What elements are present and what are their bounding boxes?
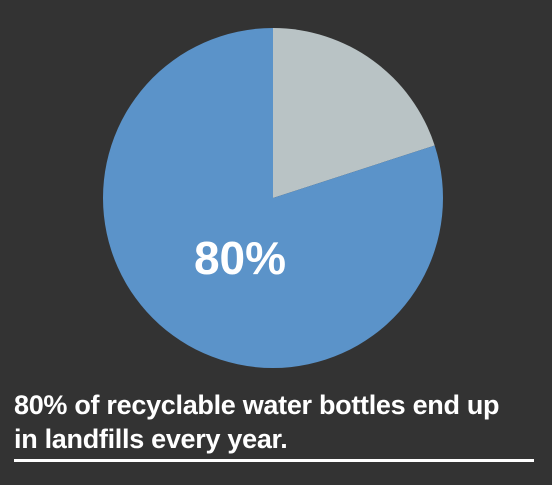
pie-slices [102,28,443,369]
caption-line-1: 80% of recyclable water bottles end up [14,390,500,420]
slice-label-recycled-landfill: 80% [194,232,286,284]
caption-underline [14,459,534,462]
pie-slice-remaining [273,28,435,198]
caption: 80% of recyclable water bottles end up i… [14,388,534,456]
pie-slice-landfill [102,28,443,369]
caption-line-2: in landfills every year. [14,424,288,454]
